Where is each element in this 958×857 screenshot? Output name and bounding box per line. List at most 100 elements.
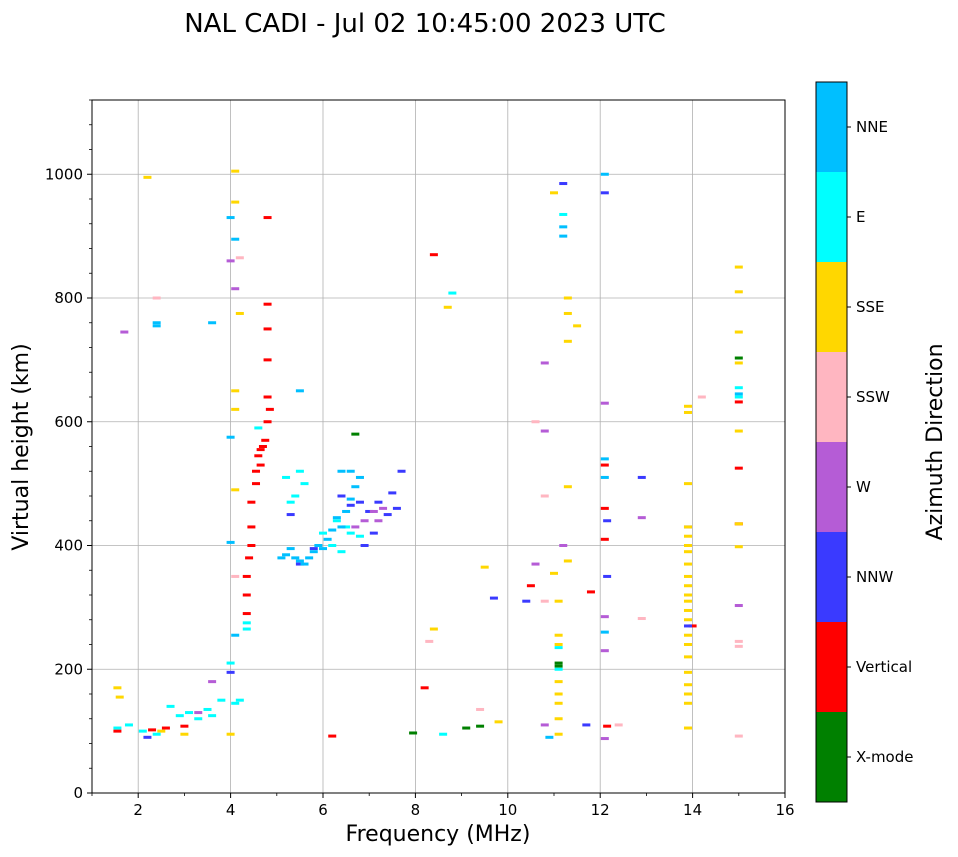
colorbar-tick-label: Vertical bbox=[856, 658, 912, 676]
data-point bbox=[734, 386, 743, 390]
data-point bbox=[295, 562, 304, 566]
data-point bbox=[420, 686, 429, 690]
data-point bbox=[526, 584, 535, 588]
data-point bbox=[152, 732, 161, 736]
data-point bbox=[247, 525, 256, 529]
data-point bbox=[203, 707, 212, 711]
colorbar-label: Azimuth Direction bbox=[923, 343, 948, 540]
data-point bbox=[231, 574, 240, 578]
data-point bbox=[563, 485, 572, 489]
data-point bbox=[252, 482, 261, 486]
data-point bbox=[563, 559, 572, 563]
series-sse bbox=[113, 169, 743, 736]
data-point bbox=[337, 494, 346, 498]
data-point bbox=[734, 330, 743, 334]
data-point bbox=[683, 655, 692, 659]
data-point bbox=[226, 732, 235, 736]
data-point bbox=[226, 216, 235, 220]
colorbar-segment bbox=[816, 712, 847, 802]
data-point bbox=[425, 639, 434, 643]
data-point bbox=[734, 734, 743, 738]
data-point bbox=[245, 556, 254, 560]
data-point bbox=[550, 571, 558, 575]
data-point bbox=[328, 734, 337, 738]
colorbar-segment bbox=[816, 262, 847, 352]
data-point bbox=[328, 528, 337, 532]
data-point bbox=[600, 506, 609, 510]
data-point bbox=[157, 729, 166, 733]
y-tick-label: 600 bbox=[54, 413, 83, 431]
colorbar-segment bbox=[816, 442, 847, 532]
data-point bbox=[559, 182, 568, 186]
x-tick-label: 6 bbox=[318, 801, 328, 819]
data-point bbox=[282, 475, 291, 479]
data-point bbox=[261, 438, 270, 442]
grid-lines bbox=[92, 100, 786, 794]
x-tick-label: 4 bbox=[226, 801, 236, 819]
data-point bbox=[263, 395, 272, 399]
data-point bbox=[559, 234, 568, 238]
data-point bbox=[734, 639, 743, 643]
series-e bbox=[113, 212, 743, 736]
series-nne bbox=[152, 172, 743, 739]
data-point bbox=[683, 683, 692, 687]
data-point bbox=[332, 519, 341, 523]
data-point bbox=[554, 633, 563, 637]
data-point bbox=[540, 429, 549, 433]
data-point bbox=[143, 175, 152, 179]
data-point bbox=[254, 426, 263, 430]
data-point bbox=[286, 547, 295, 551]
data-point bbox=[185, 711, 194, 715]
data-point bbox=[734, 265, 743, 269]
data-point bbox=[208, 680, 217, 684]
data-point bbox=[683, 584, 692, 588]
data-point bbox=[113, 726, 122, 730]
x-tick-label: 8 bbox=[411, 801, 421, 819]
data-point bbox=[683, 574, 692, 578]
data-point bbox=[295, 389, 304, 393]
y-tick-label: 1000 bbox=[45, 165, 83, 183]
data-point bbox=[397, 469, 406, 473]
data-point bbox=[563, 311, 572, 315]
data-point bbox=[683, 633, 692, 637]
data-point bbox=[600, 737, 609, 741]
data-point bbox=[554, 732, 563, 736]
data-point bbox=[683, 692, 692, 696]
colorbar-tick-label: NNE bbox=[856, 118, 888, 136]
data-point bbox=[734, 604, 743, 608]
data-point bbox=[113, 729, 122, 733]
colorbar-segment bbox=[816, 172, 847, 262]
data-point bbox=[194, 717, 203, 721]
data-point bbox=[346, 497, 355, 501]
data-point bbox=[582, 723, 591, 727]
data-point bbox=[226, 540, 235, 544]
data-point bbox=[683, 618, 692, 622]
colorbar-frame bbox=[815, 81, 848, 803]
data-point bbox=[392, 506, 401, 510]
data-point bbox=[462, 726, 471, 730]
y-tick-label: 200 bbox=[54, 660, 83, 678]
data-point bbox=[540, 723, 549, 727]
data-point bbox=[346, 469, 355, 473]
data-point bbox=[563, 339, 572, 343]
colorbar-tick-label: W bbox=[856, 478, 871, 496]
colorbar-tick-label: SSW bbox=[856, 388, 890, 406]
data-point bbox=[208, 714, 217, 718]
data-point bbox=[683, 562, 692, 566]
data-point bbox=[540, 361, 549, 365]
data-point bbox=[637, 475, 646, 479]
data-point bbox=[554, 599, 563, 603]
data-point bbox=[734, 290, 743, 294]
data-point bbox=[231, 488, 240, 492]
colorbar-tick-label: X-mode bbox=[856, 748, 913, 766]
data-point bbox=[263, 420, 272, 424]
data-point bbox=[683, 593, 692, 597]
data-points bbox=[113, 169, 743, 741]
data-point bbox=[242, 612, 251, 616]
y-tick-label: 400 bbox=[54, 537, 83, 555]
data-point bbox=[683, 404, 692, 408]
data-point bbox=[374, 519, 383, 523]
data-point bbox=[545, 735, 554, 739]
data-point bbox=[328, 544, 337, 547]
